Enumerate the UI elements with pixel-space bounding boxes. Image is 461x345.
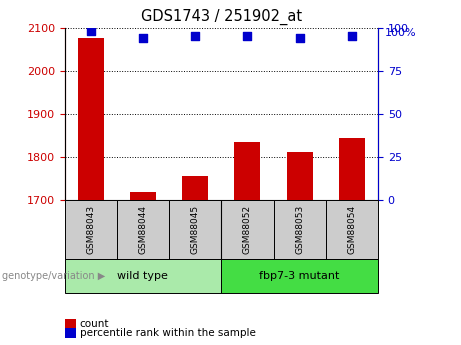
Text: GSM88054: GSM88054 [348,205,356,254]
Text: GSM88043: GSM88043 [86,205,95,254]
Point [139,35,147,41]
Text: genotype/variation ▶: genotype/variation ▶ [2,271,106,281]
Bar [117,200,169,259]
Bar [221,200,273,259]
Text: percentile rank within the sample: percentile rank within the sample [80,328,256,338]
Bar [273,200,326,259]
Bar [326,200,378,259]
Bar [169,200,221,259]
Text: fbp7-3 mutant: fbp7-3 mutant [260,271,340,281]
Text: 100%: 100% [385,28,417,38]
Text: wild type: wild type [118,271,168,281]
Text: GSM88045: GSM88045 [191,205,200,254]
Point [244,33,251,39]
Bar [339,138,365,200]
Title: GDS1743 / 251902_at: GDS1743 / 251902_at [141,9,302,25]
Bar [130,193,156,200]
Point [348,33,355,39]
Bar [77,38,104,200]
Point [87,28,95,34]
Text: GSM88052: GSM88052 [243,205,252,254]
Bar [182,176,208,200]
Point [191,33,199,39]
Text: GSM88053: GSM88053 [295,205,304,254]
Point [296,35,303,41]
Bar [234,142,260,200]
Bar [65,200,117,259]
Bar [65,259,221,293]
Bar [221,259,378,293]
Text: GSM88044: GSM88044 [138,205,148,254]
Text: count: count [80,319,109,329]
Bar [287,152,313,200]
